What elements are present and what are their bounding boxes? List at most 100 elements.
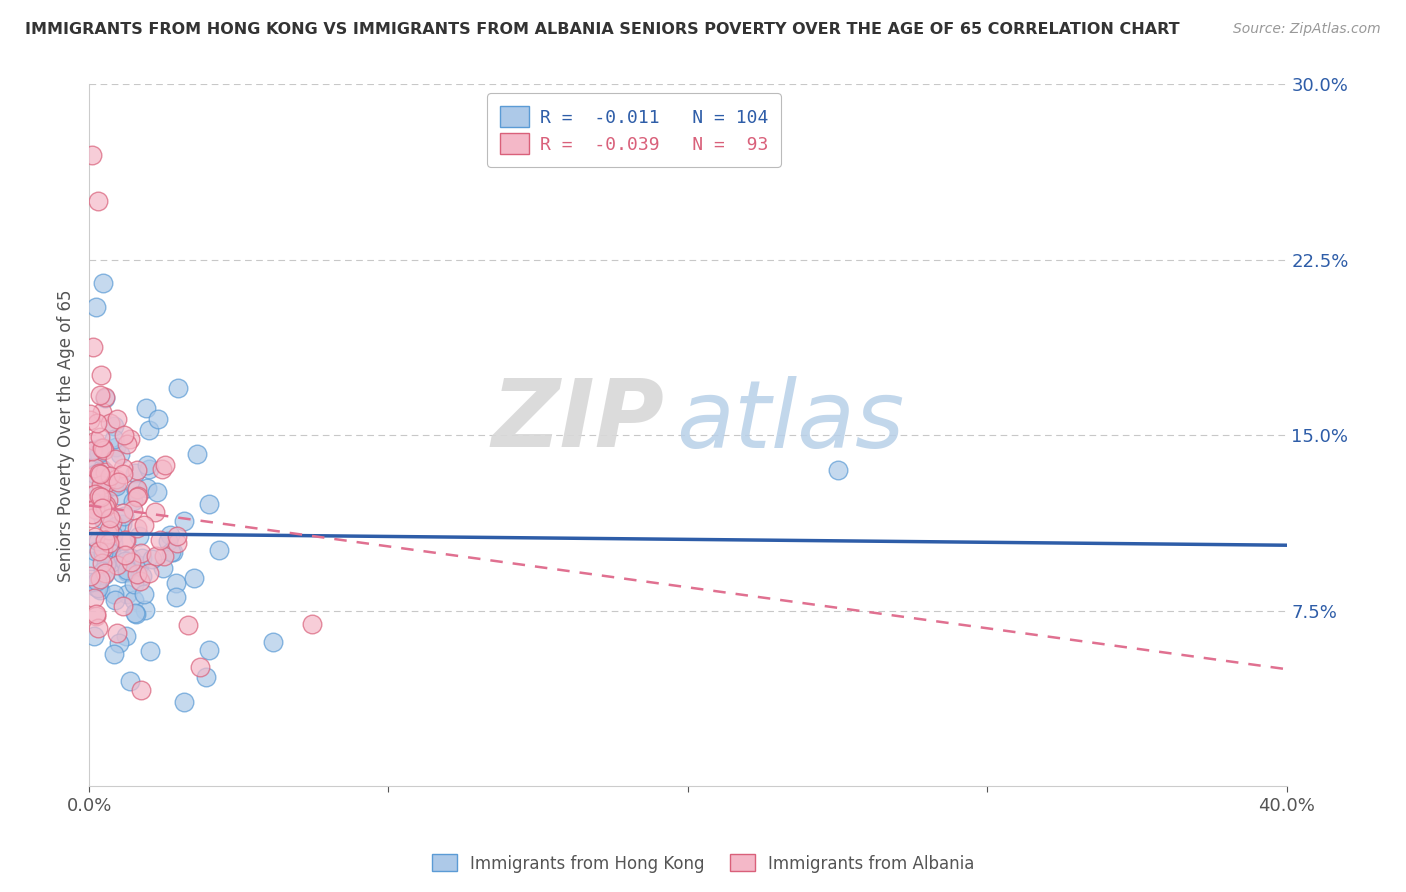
Point (118, 674, 141, 689)
Point (145, 549, 167, 563)
Point (83, 629, 105, 643)
Point (90, 472, 112, 486)
Point (160, 545, 183, 559)
Point (112, 428, 135, 442)
Point (84, 434, 107, 448)
Point (84, 607, 107, 622)
Point (89, 583, 111, 598)
Point (208, 542, 231, 557)
Point (89, 446, 111, 460)
Point (150, 461, 173, 475)
Point (79, 568, 101, 582)
Point (115, 629, 138, 643)
Point (104, 593, 127, 607)
Point (105, 412, 128, 426)
Point (125, 490, 148, 504)
Point (115, 533, 138, 547)
Point (110, 516, 132, 531)
Point (83, 591, 105, 606)
Point (155, 458, 177, 472)
Point (98, 416, 121, 430)
Point (79, 413, 101, 427)
Point (83, 467, 105, 481)
Point (108, 447, 131, 461)
Point (82, 497, 104, 511)
Point (84, 544, 107, 558)
Point (84, 461, 107, 475)
Point (134, 603, 156, 617)
Point (100, 555, 122, 569)
Point (94, 390, 117, 404)
Point (82, 340, 104, 354)
Point (100, 553, 122, 567)
Point (128, 558, 150, 573)
Point (87, 489, 110, 503)
Legend: R =  -0.011   N = 104, R =  -0.039   N =  93: R = -0.011 N = 104, R = -0.039 N = 93 (488, 94, 780, 167)
Point (121, 502, 143, 516)
Point (90, 405, 112, 419)
Point (89, 441, 111, 455)
Point (124, 593, 146, 607)
Text: atlas: atlas (676, 376, 904, 467)
Point (80, 470, 103, 484)
Point (173, 695, 195, 709)
Point (89, 388, 111, 402)
Point (117, 565, 139, 579)
Point (165, 576, 187, 591)
Point (111, 552, 134, 566)
Point (91, 512, 114, 526)
Point (105, 625, 128, 640)
Point (156, 534, 179, 549)
Point (124, 606, 146, 620)
Point (131, 682, 153, 697)
Point (114, 548, 136, 562)
Point (165, 591, 187, 605)
Point (111, 566, 134, 581)
Point (84, 493, 107, 508)
Point (162, 544, 184, 558)
Point (82, 511, 104, 525)
Point (82, 443, 104, 458)
Point (94, 498, 117, 512)
Point (84, 581, 107, 595)
Point (91, 441, 114, 455)
Point (87, 466, 110, 480)
Point (135, 401, 157, 415)
Legend: Immigrants from Hong Kong, Immigrants from Albania: Immigrants from Hong Kong, Immigrants fr… (425, 847, 981, 880)
Point (107, 475, 129, 489)
Point (98, 523, 121, 537)
Point (93, 443, 115, 458)
Point (79, 407, 101, 421)
Point (149, 533, 172, 547)
Point (146, 484, 169, 499)
Point (198, 497, 221, 511)
Point (93, 541, 115, 555)
Point (262, 634, 284, 648)
Point (112, 599, 135, 613)
Point (80, 507, 103, 521)
Point (105, 479, 128, 493)
Point (122, 577, 145, 591)
Point (98, 539, 121, 553)
Point (80, 554, 103, 568)
Point (827, 463, 849, 477)
Point (90, 462, 112, 476)
Point (93, 568, 115, 582)
Point (146, 411, 169, 425)
Point (93, 391, 115, 405)
Point (103, 432, 125, 446)
Point (100, 546, 122, 560)
Point (103, 419, 125, 434)
Point (108, 636, 131, 650)
Point (90, 500, 112, 515)
Point (90, 490, 112, 504)
Point (87, 194, 110, 209)
Text: ZIP: ZIP (491, 376, 664, 467)
Point (115, 563, 138, 577)
Point (96, 479, 118, 493)
Point (93, 498, 115, 512)
Point (94, 500, 117, 514)
Point (79, 574, 101, 589)
Point (93, 533, 115, 547)
Point (94, 482, 117, 496)
